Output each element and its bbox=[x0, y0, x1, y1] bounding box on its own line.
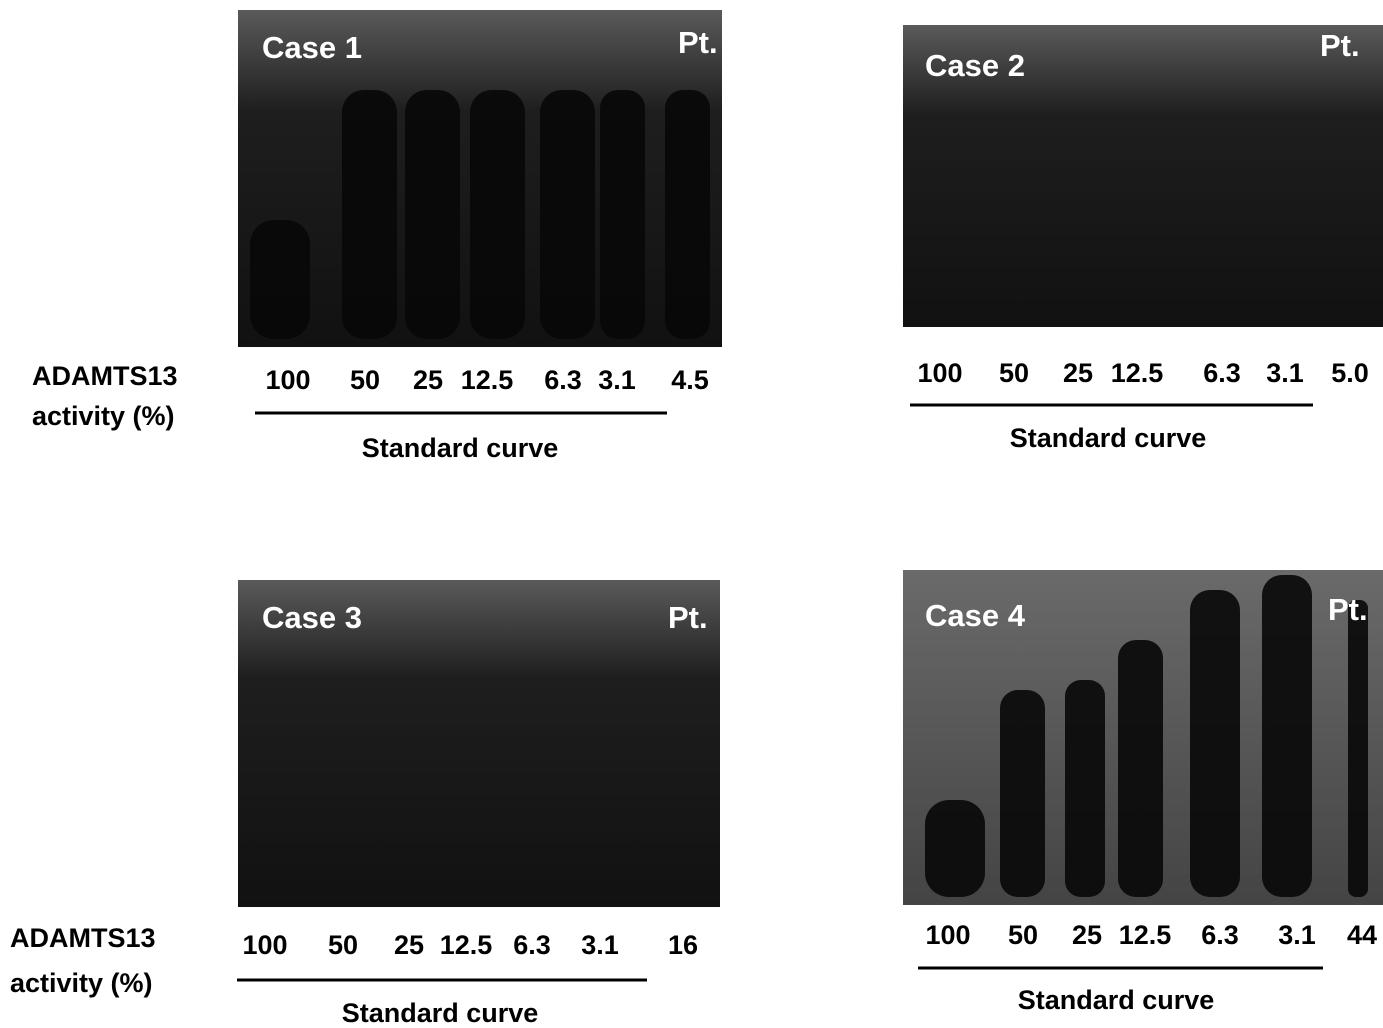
gel-image bbox=[903, 25, 1383, 327]
lane-label: 100 bbox=[917, 358, 962, 388]
standard-curve-label: Standard curve bbox=[342, 998, 539, 1028]
lane-label: 3.1 bbox=[1266, 358, 1304, 388]
gel-band bbox=[342, 90, 397, 339]
gel-band bbox=[1065, 680, 1105, 897]
lane-label: 44 bbox=[1347, 920, 1377, 950]
patient-label: Pt. bbox=[1328, 592, 1368, 627]
lane-label: 6.3 bbox=[1203, 358, 1241, 388]
lane-label: 100 bbox=[925, 920, 970, 950]
gel-band bbox=[1190, 590, 1240, 897]
lane-label: 12.5 bbox=[1111, 358, 1164, 388]
panel-title: Case 1 bbox=[262, 30, 362, 65]
lane-label: 50 bbox=[1008, 920, 1038, 950]
lane-label: 25 bbox=[1063, 358, 1093, 388]
row-label: ADAMTS13 bbox=[32, 361, 178, 391]
lane-label: 6.3 bbox=[544, 365, 582, 395]
patient-label: Pt. bbox=[678, 25, 718, 60]
lane-label: 16 bbox=[668, 930, 698, 960]
row-label: activity (%) bbox=[10, 968, 153, 998]
lane-label: 25 bbox=[1072, 920, 1102, 950]
gel-band bbox=[470, 90, 525, 339]
lane-label: 6.3 bbox=[513, 930, 551, 960]
lane-label: 6.3 bbox=[1201, 920, 1239, 950]
lane-label: 5.0 bbox=[1331, 358, 1369, 388]
patient-label: Pt. bbox=[1320, 28, 1360, 63]
lane-label: 3.1 bbox=[581, 930, 619, 960]
lane-label: 25 bbox=[394, 930, 424, 960]
gel-band bbox=[1348, 600, 1368, 897]
lane-label: 25 bbox=[413, 365, 443, 395]
standard-curve-label: Standard curve bbox=[1018, 985, 1215, 1015]
lane-label: 50 bbox=[999, 358, 1029, 388]
gel-band bbox=[250, 220, 310, 339]
lane-label: 12.5 bbox=[461, 365, 514, 395]
standard-curve-label: Standard curve bbox=[1010, 423, 1207, 453]
patient-label: Pt. bbox=[668, 600, 708, 635]
lane-label: 3.1 bbox=[598, 365, 636, 395]
lane-label: 50 bbox=[328, 930, 358, 960]
lane-label: 12.5 bbox=[440, 930, 493, 960]
gel-band bbox=[1000, 690, 1045, 897]
lane-label: 12.5 bbox=[1119, 920, 1172, 950]
gel-band bbox=[925, 800, 985, 897]
lane-label: 3.1 bbox=[1278, 920, 1316, 950]
panel-title: Case 2 bbox=[925, 48, 1025, 83]
gel-band bbox=[405, 90, 460, 339]
gel-band bbox=[1118, 640, 1163, 897]
lane-label: 4.5 bbox=[671, 365, 709, 395]
row-label: activity (%) bbox=[32, 401, 175, 431]
lane-label: 100 bbox=[265, 365, 310, 395]
gel-band bbox=[665, 90, 710, 339]
gel-band bbox=[600, 90, 645, 339]
standard-curve-label: Standard curve bbox=[362, 433, 559, 463]
panel-title: Case 3 bbox=[262, 600, 362, 635]
lane-label: 100 bbox=[242, 930, 287, 960]
gel-band bbox=[540, 90, 595, 339]
lane-label: 50 bbox=[350, 365, 380, 395]
row-label: ADAMTS13 bbox=[10, 923, 156, 953]
gel-image bbox=[238, 580, 720, 907]
panel-title: Case 4 bbox=[925, 598, 1026, 633]
gel-band bbox=[1262, 575, 1312, 897]
